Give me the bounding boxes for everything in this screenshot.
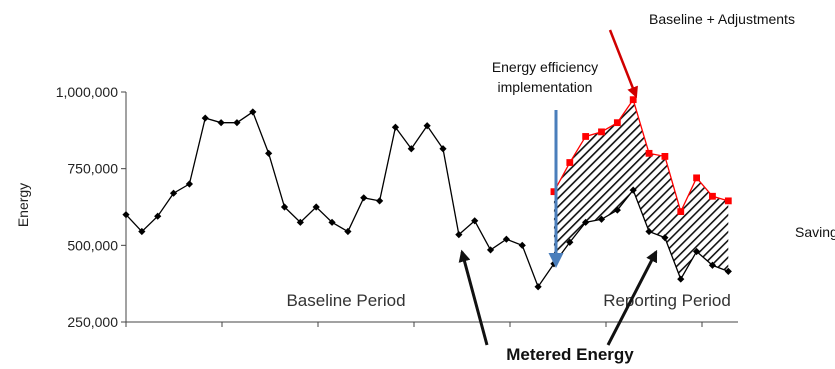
- savings-label: Savings: [795, 224, 835, 240]
- metered-energy-point: [328, 218, 336, 226]
- baseline-adjustments-arrow: [608, 29, 638, 99]
- baseline-period-label: Baseline Period: [286, 291, 405, 310]
- metered-energy-annotation: Metered Energy: [506, 345, 634, 364]
- baseline-adjustments-point: [677, 208, 685, 215]
- metered-energy-point: [677, 275, 685, 283]
- metered-energy-point: [265, 149, 273, 157]
- metered-energy-point: [708, 261, 717, 269]
- metered-energy-arrow-left: [458, 249, 489, 346]
- metered-energy-point: [122, 211, 130, 219]
- metered-energy-point: [645, 227, 653, 236]
- metered-energy-point: [344, 227, 352, 236]
- metered-energy-points: [122, 108, 732, 291]
- y-axis-title: Energy: [15, 183, 31, 227]
- baseline-adjustments-point: [598, 128, 605, 136]
- metered-energy-point: [169, 189, 178, 197]
- baseline-adjustments-point: [566, 159, 574, 166]
- metered-energy-point: [201, 114, 209, 122]
- metered-energy-point: [661, 234, 669, 242]
- metered-energy-point: [518, 241, 526, 249]
- baseline-adjustments-point: [550, 188, 558, 196]
- metered-energy-point: [217, 119, 225, 127]
- metered-energy-point: [249, 108, 257, 116]
- baseline-adjustments-point: [693, 174, 700, 182]
- metered-energy-point: [391, 123, 400, 131]
- baseline-adjustments-point: [661, 153, 669, 160]
- metered-energy-point: [439, 145, 447, 153]
- baseline-adjustments-point: [629, 96, 637, 104]
- metered-energy-point: [185, 180, 193, 188]
- metered-energy-point: [407, 145, 415, 153]
- metered-energy-point: [534, 283, 542, 291]
- metered-energy-point: [629, 186, 637, 194]
- metered-energy-point: [693, 247, 701, 256]
- metered-energy-point: [138, 227, 146, 236]
- metered-energy-point: [233, 119, 241, 127]
- baseline-adjustments-point: [613, 119, 621, 127]
- metered-energy-point: [280, 203, 289, 211]
- metered-energy-point: [423, 122, 431, 130]
- metered-energy-point: [376, 197, 384, 205]
- metered-energy-point: [502, 235, 510, 243]
- y-axis-ticks: 250,000 500,000 750,000 1,000,000: [56, 84, 126, 330]
- metered-energy-point: [597, 215, 606, 223]
- metered-energy-point: [360, 194, 368, 202]
- metered-energy-point: [455, 231, 463, 239]
- metered-energy-arrow-right: [606, 249, 658, 346]
- metered-energy-point: [724, 267, 732, 275]
- metered-energy-point: [154, 212, 162, 220]
- baseline-adjustments-points: [550, 96, 732, 215]
- metered-energy-point: [613, 206, 621, 214]
- metered-energy-point: [582, 218, 590, 226]
- implementation-annotation-line-1: Energy efficiency: [492, 59, 598, 75]
- metered-energy-point: [471, 217, 479, 225]
- metered-energy-point: [312, 203, 320, 211]
- y-tick-label: 250,000: [67, 314, 118, 330]
- implementation-annotation-line-2: implementation: [498, 79, 593, 95]
- metered-energy-point: [566, 238, 574, 246]
- y-tick-label: 1,000,000: [56, 84, 118, 100]
- metered-energy-point: [296, 218, 304, 226]
- x-axis-ticks: [125, 322, 703, 327]
- baseline-adjustments-annotation: Baseline + Adjustments: [649, 11, 795, 27]
- savings-area: [553, 99, 729, 280]
- baseline-adjustments-point: [582, 133, 590, 140]
- metered-energy-point: [486, 246, 495, 254]
- y-tick-label: 500,000: [67, 237, 118, 253]
- reporting-period-label: Reporting Period: [603, 291, 731, 310]
- baseline-adjustments-point: [645, 149, 653, 157]
- y-tick-label: 750,000: [67, 161, 118, 177]
- baseline-adjustments-point: [709, 192, 716, 200]
- baseline-adjustments-point: [724, 197, 732, 205]
